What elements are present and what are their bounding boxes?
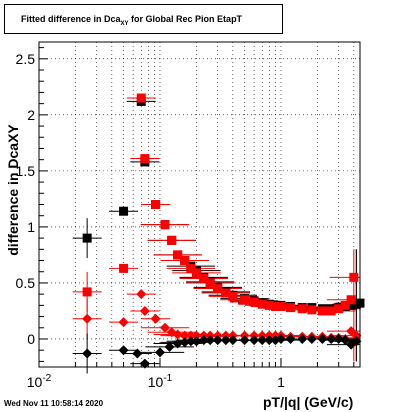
- data-point-diamond: [205, 335, 216, 346]
- data-point-diamond: [297, 333, 308, 344]
- data-point-square: [119, 206, 129, 216]
- data-point-square: [140, 154, 150, 164]
- data-point-diamond: [164, 341, 175, 352]
- data-point-diamond: [150, 313, 161, 324]
- data-point-square: [326, 306, 336, 316]
- y-tick-label: 1.5: [16, 163, 36, 179]
- data-point-square: [167, 235, 177, 245]
- data-point-diamond: [333, 333, 344, 344]
- data-point-square: [136, 93, 146, 103]
- data-point-diamond: [154, 347, 165, 358]
- data-point-square: [151, 200, 161, 209]
- timestamp: Wed Nov 11 10:58:14 2020: [4, 399, 104, 408]
- data-point-square: [286, 303, 296, 313]
- data-point-diamond: [257, 335, 268, 346]
- data-point-square: [349, 272, 359, 282]
- axes: 0 0.5 1 1.5 2 2.5 10-2 10-1 1: [16, 47, 355, 390]
- data-point-square: [297, 304, 307, 314]
- y-tick-label: 1: [27, 219, 35, 235]
- data-point-diamond: [351, 330, 362, 341]
- data-point-diamond: [179, 330, 190, 341]
- data-point-square: [346, 300, 356, 310]
- x-axis-label: pT/|q| (GeV/c): [263, 394, 354, 410]
- data-point-diamond: [306, 333, 317, 344]
- title-box: Fitted difference in DcaXY for Global Re…: [4, 4, 283, 34]
- data-point-square: [340, 300, 350, 310]
- y-tick-label: 0: [27, 331, 35, 347]
- data-point-diamond: [191, 336, 202, 347]
- data-point-square: [307, 305, 317, 315]
- data-point-diamond: [139, 358, 150, 369]
- data-point-square: [119, 263, 129, 273]
- data-point-diamond: [82, 348, 93, 359]
- data-point-square: [82, 233, 92, 243]
- data-point-diamond: [264, 335, 275, 346]
- x-tick-label: 10-1: [148, 373, 173, 390]
- data-point-square: [82, 287, 92, 297]
- y-tick-label: 2: [27, 107, 35, 123]
- data-point-square: [270, 301, 280, 311]
- data-point-diamond: [351, 336, 362, 347]
- data-point-square: [276, 301, 286, 311]
- markers: [82, 93, 365, 369]
- data-point-diamond: [172, 338, 183, 349]
- data-point-diamond: [317, 333, 328, 344]
- data-point-diamond: [139, 305, 150, 316]
- data-point-diamond: [340, 335, 351, 346]
- x-tick-label: 10-2: [27, 373, 52, 390]
- title-subscript: XY: [120, 20, 129, 27]
- data-point-diamond: [118, 317, 129, 328]
- data-point-square: [173, 250, 183, 260]
- data-point-diamond: [185, 330, 196, 341]
- title-suffix: for Global Rec Pion EtapT: [128, 14, 243, 24]
- data-point-diamond: [326, 333, 337, 344]
- data-point-square: [186, 263, 196, 273]
- data-point-square: [317, 306, 327, 316]
- data-point-diamond: [275, 333, 286, 344]
- data-point-diamond: [285, 333, 296, 344]
- chart-title: Fitted difference in DcaXY for Global Re…: [21, 14, 242, 27]
- data-point-diamond: [118, 345, 129, 356]
- data-point-diamond: [82, 313, 93, 324]
- data-point-square: [199, 273, 209, 283]
- data-point-diamond: [136, 289, 147, 300]
- data-point-diamond: [212, 335, 223, 346]
- data-point-square: [160, 220, 170, 230]
- data-point-square: [191, 268, 201, 278]
- data-point-diamond: [172, 329, 183, 340]
- data-point-square: [221, 288, 231, 298]
- data-point-diamond: [159, 322, 170, 333]
- data-point-square: [180, 256, 190, 266]
- data-point-diamond: [227, 335, 238, 346]
- data-point-square: [346, 295, 356, 305]
- data-point-diamond: [191, 330, 202, 341]
- y-axis-label: difference in DcaXY: [5, 124, 21, 256]
- data-point-diamond: [185, 336, 196, 347]
- data-point-diamond: [132, 348, 143, 359]
- data-point-square: [334, 304, 344, 314]
- x-tick-label: 1: [277, 374, 285, 390]
- data-point-square: [257, 299, 267, 309]
- data-point-diamond: [220, 335, 231, 346]
- y-tick-label: 0.5: [16, 275, 36, 291]
- data-point-square: [205, 278, 215, 288]
- data-point-square: [240, 295, 250, 305]
- data-point-diamond: [198, 335, 209, 346]
- y-tick-label: 2.5: [16, 51, 36, 67]
- data-point-square: [213, 284, 223, 294]
- data-point-square: [228, 291, 238, 301]
- data-point-diamond: [249, 335, 260, 346]
- data-point-square: [249, 297, 259, 307]
- data-point-square: [264, 300, 274, 310]
- data-point-diamond: [239, 335, 250, 346]
- data-point-diamond: [179, 337, 190, 348]
- title-prefix: Fitted difference in Dca: [21, 14, 121, 24]
